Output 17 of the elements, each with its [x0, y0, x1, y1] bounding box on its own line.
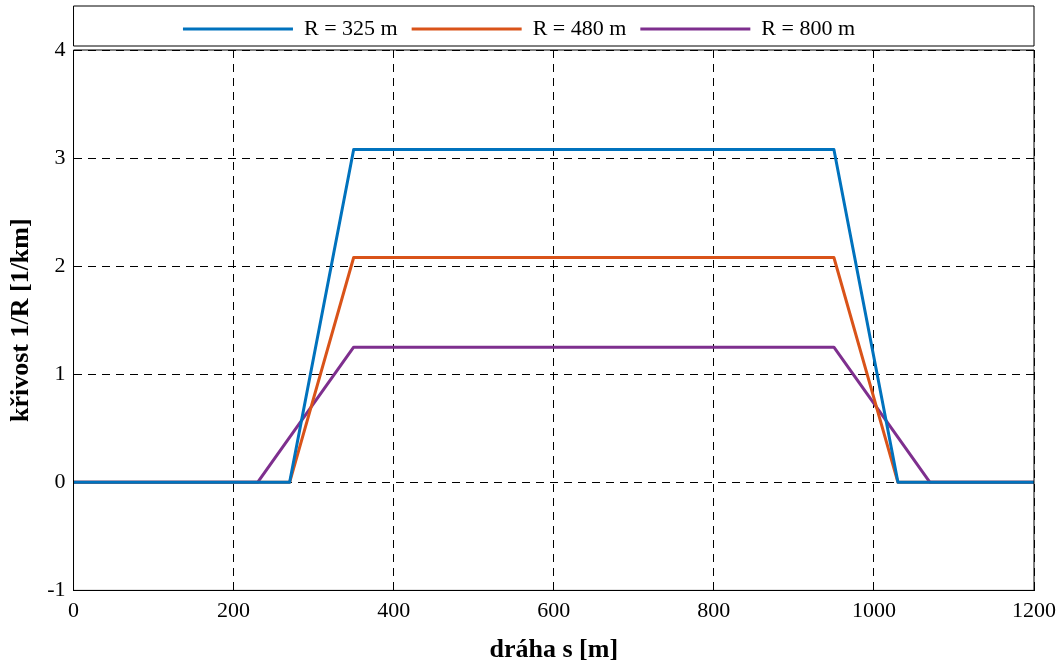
legend-label: R = 800 m [761, 14, 856, 40]
y-tick-label: -1 [47, 576, 66, 602]
x-tick-label: 1200 [1012, 597, 1056, 623]
x-tick-label: 400 [377, 597, 411, 623]
y-tick-label: 2 [54, 251, 66, 277]
y-tick-label: 0 [54, 468, 66, 494]
x-tick-label: 800 [697, 597, 731, 623]
y-tick-label: 4 [54, 35, 66, 61]
x-tick-label: 200 [217, 597, 251, 623]
x-tick-label: 600 [537, 597, 571, 623]
y-tick-label: 3 [54, 143, 66, 169]
y-axis-title: křivost 1/R [1/km] [5, 218, 35, 423]
legend-label: R = 325 m [303, 14, 398, 40]
x-axis-title: dráha s [m] [489, 634, 619, 664]
y-tick-label: 1 [54, 360, 66, 386]
x-tick-label: 1000 [851, 597, 896, 623]
legend-label: R = 480 m [532, 14, 627, 40]
